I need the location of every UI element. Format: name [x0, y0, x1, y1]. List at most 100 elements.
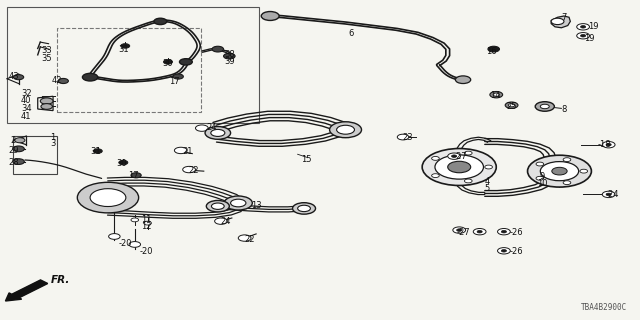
Text: -27: -27: [457, 228, 470, 237]
Circle shape: [144, 221, 152, 225]
Circle shape: [206, 200, 229, 212]
Circle shape: [435, 155, 483, 179]
Text: 16: 16: [486, 46, 497, 56]
Circle shape: [77, 182, 139, 213]
Circle shape: [563, 158, 571, 162]
Text: 41: 41: [21, 112, 31, 121]
Circle shape: [58, 78, 68, 84]
Circle shape: [484, 165, 492, 169]
Circle shape: [536, 162, 543, 166]
Text: 1: 1: [51, 132, 56, 141]
Circle shape: [501, 250, 506, 252]
Circle shape: [40, 98, 53, 104]
Text: 34: 34: [21, 104, 31, 113]
Text: 17: 17: [128, 171, 139, 180]
Circle shape: [536, 176, 543, 180]
Text: 35: 35: [42, 54, 52, 63]
Text: 39: 39: [224, 57, 235, 66]
Circle shape: [488, 46, 499, 52]
Text: 5: 5: [484, 184, 490, 193]
Circle shape: [602, 191, 615, 197]
FancyArrow shape: [6, 280, 48, 301]
Bar: [57, 28, 200, 112]
Text: 12: 12: [141, 222, 152, 231]
Circle shape: [453, 227, 466, 233]
Circle shape: [505, 102, 518, 108]
Circle shape: [238, 235, 251, 241]
Circle shape: [490, 92, 502, 98]
Circle shape: [214, 218, 227, 224]
Circle shape: [606, 193, 611, 196]
Circle shape: [497, 248, 510, 254]
Text: -26: -26: [510, 228, 524, 237]
Text: -27: -27: [454, 152, 467, 161]
Text: 33: 33: [42, 45, 52, 55]
Circle shape: [131, 173, 141, 178]
Circle shape: [452, 155, 457, 157]
Text: 10: 10: [537, 180, 547, 188]
Text: 2: 2: [11, 136, 16, 145]
Circle shape: [261, 12, 279, 20]
Circle shape: [580, 169, 588, 173]
Text: -18: -18: [597, 140, 611, 149]
Circle shape: [13, 159, 24, 164]
Circle shape: [602, 141, 615, 148]
Circle shape: [298, 205, 310, 212]
Circle shape: [540, 162, 579, 181]
Text: 25: 25: [506, 102, 517, 111]
Circle shape: [337, 125, 355, 134]
Circle shape: [456, 76, 470, 84]
Text: 32: 32: [21, 89, 31, 98]
Text: 6: 6: [348, 29, 353, 38]
Circle shape: [173, 74, 183, 79]
Circle shape: [292, 203, 316, 214]
Bar: [7, 7, 259, 123]
Circle shape: [195, 125, 208, 131]
Text: 28: 28: [8, 158, 19, 167]
Circle shape: [448, 161, 470, 173]
Text: 4: 4: [484, 177, 490, 186]
Circle shape: [109, 234, 120, 239]
Text: 23: 23: [403, 132, 413, 141]
Circle shape: [90, 189, 126, 206]
Circle shape: [431, 156, 439, 160]
Circle shape: [606, 143, 611, 146]
Circle shape: [580, 35, 586, 37]
Text: -26: -26: [510, 247, 524, 256]
Text: 30: 30: [116, 159, 127, 168]
Circle shape: [15, 138, 25, 143]
Circle shape: [465, 151, 472, 155]
Text: 24: 24: [206, 123, 217, 132]
Text: TBA4B2900C: TBA4B2900C: [581, 303, 627, 312]
Circle shape: [465, 179, 472, 183]
Text: 22: 22: [244, 235, 255, 244]
Circle shape: [477, 230, 482, 233]
Circle shape: [179, 59, 192, 65]
Text: 31: 31: [90, 147, 100, 156]
Text: 21: 21: [182, 147, 193, 156]
Text: 15: 15: [301, 155, 311, 164]
Circle shape: [212, 46, 223, 52]
Text: 43: 43: [8, 72, 19, 81]
Circle shape: [129, 242, 141, 247]
Circle shape: [223, 53, 235, 59]
Circle shape: [448, 153, 461, 159]
Circle shape: [121, 44, 130, 48]
Circle shape: [131, 218, 139, 222]
Text: -20: -20: [118, 239, 132, 248]
Circle shape: [41, 104, 52, 109]
Circle shape: [563, 181, 571, 185]
Circle shape: [508, 104, 515, 107]
Circle shape: [154, 18, 167, 25]
Circle shape: [457, 229, 462, 231]
Text: 19: 19: [588, 22, 598, 31]
Circle shape: [182, 166, 195, 173]
Circle shape: [577, 24, 589, 30]
Circle shape: [164, 60, 173, 64]
Bar: [13, 136, 57, 174]
Text: FR.: FR.: [51, 276, 70, 285]
Circle shape: [422, 148, 496, 186]
Circle shape: [501, 230, 506, 233]
Text: 19: 19: [584, 34, 595, 43]
Circle shape: [13, 75, 24, 80]
